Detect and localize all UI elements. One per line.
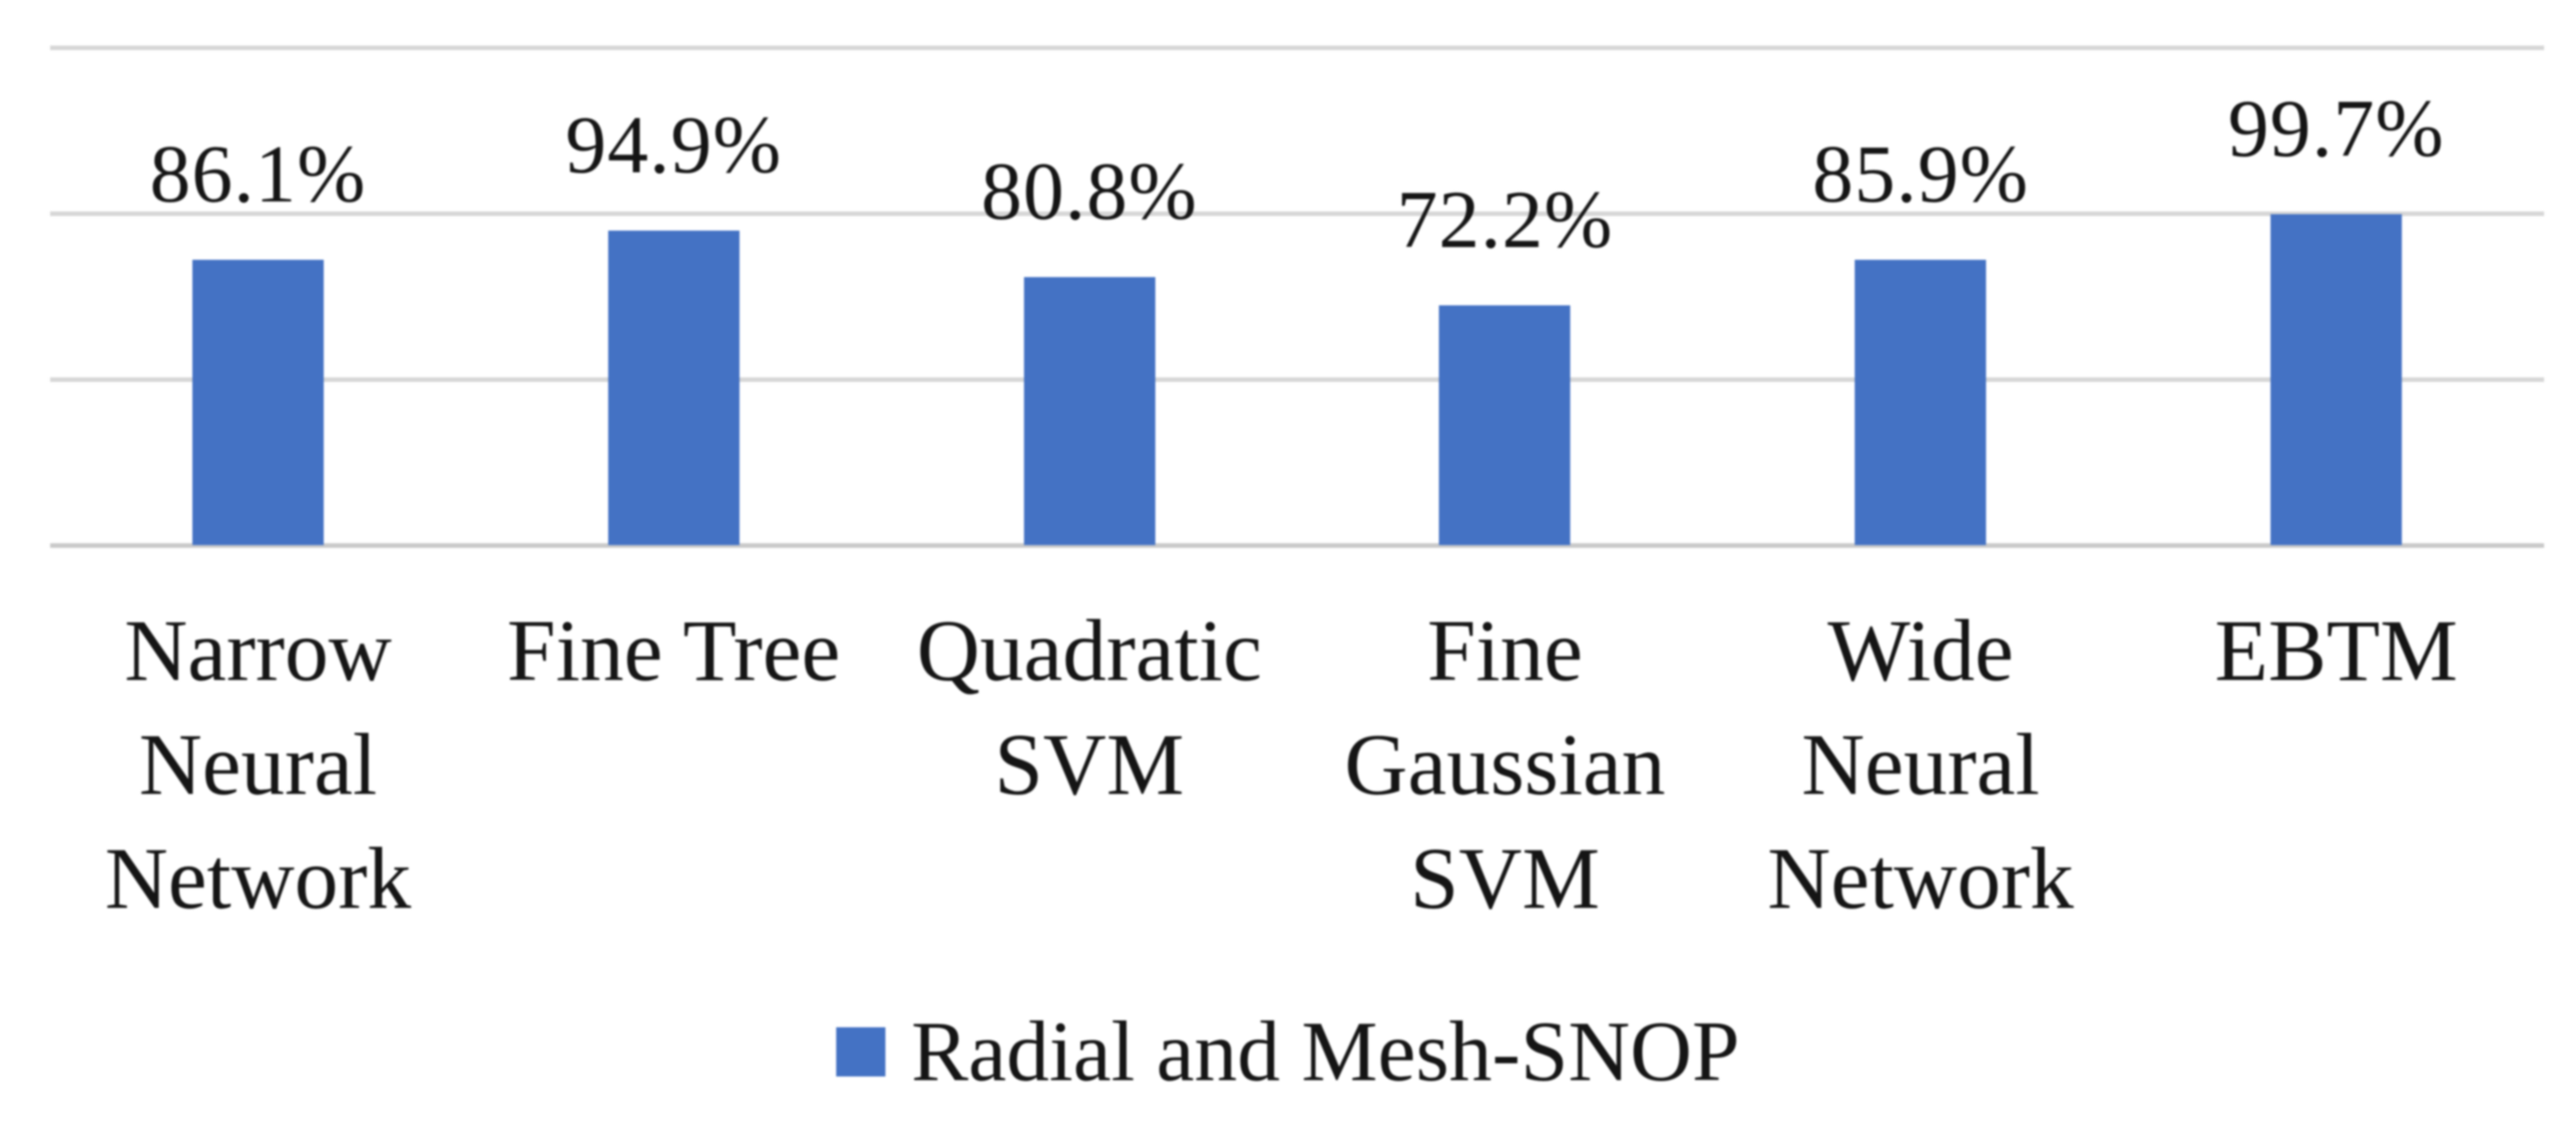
value-label: 80.8% [980,146,1198,237]
legend-label: Radial and Mesh-SNOP [911,1004,1740,1099]
category-label: EBTM [2128,594,2544,935]
value-label: 94.9% [564,99,782,191]
value-label: 85.9% [1812,129,2029,221]
category-label-line: Fine [1427,602,1583,699]
category-label-line: Gaussian [1344,715,1666,813]
category-slot: 99.7% [2128,47,2544,545]
category-label-line: EBTM [2214,602,2458,699]
legend: Radial and Mesh-SNOP [0,999,2576,1105]
category-label-line: SVM [994,715,1185,813]
category-label: Wide Neural Network [1712,594,2128,935]
bar [1439,305,1571,545]
gridline [50,45,2544,50]
category-slot: 94.9% [466,47,882,545]
category-slot: 72.2% [1297,47,1712,545]
value-label: 86.1% [150,129,367,220]
category-label-line: Neural [139,715,378,813]
category-axis: Narrow Neural Network Fine Tree Quadratic SVM… [50,594,2544,935]
bar [1023,276,1155,545]
category-label-line: Fine Tree [507,602,841,699]
category-label: Fine Tree [466,594,882,935]
bar [607,230,740,545]
bar [2271,214,2403,545]
category-label-line: Narrow [124,602,392,699]
gridline [50,376,2544,382]
bar-slots: 86.1% 94.9% 80.8% 72.2% 85.9% 99.7% [50,47,2544,545]
gridline [50,211,2544,216]
value-label: 72.2% [1396,175,1614,266]
legend-swatch-icon [836,1027,886,1076]
bar [1855,260,1987,545]
value-label: 99.7% [2228,84,2445,175]
category-label-line: Quadratic [916,602,1262,699]
plot-area [50,45,2544,548]
category-label: Narrow Neural Network [50,594,466,935]
category-label-line: SVM [1410,829,1600,927]
category-slot: 85.9% [1712,47,2128,545]
category-label-line: Network [1767,829,2074,927]
category-slot: 80.8% [882,47,1298,545]
category-label-line: Network [104,829,411,927]
category-label: Fine Gaussian SVM [1297,594,1712,935]
category-slot: 86.1% [50,47,466,545]
x-axis-line [50,542,2544,548]
category-label-line: Wide [1827,602,2014,699]
category-label: Quadratic SVM [882,594,1298,935]
bar [191,259,324,545]
category-label-line: Neural [1801,715,2040,813]
